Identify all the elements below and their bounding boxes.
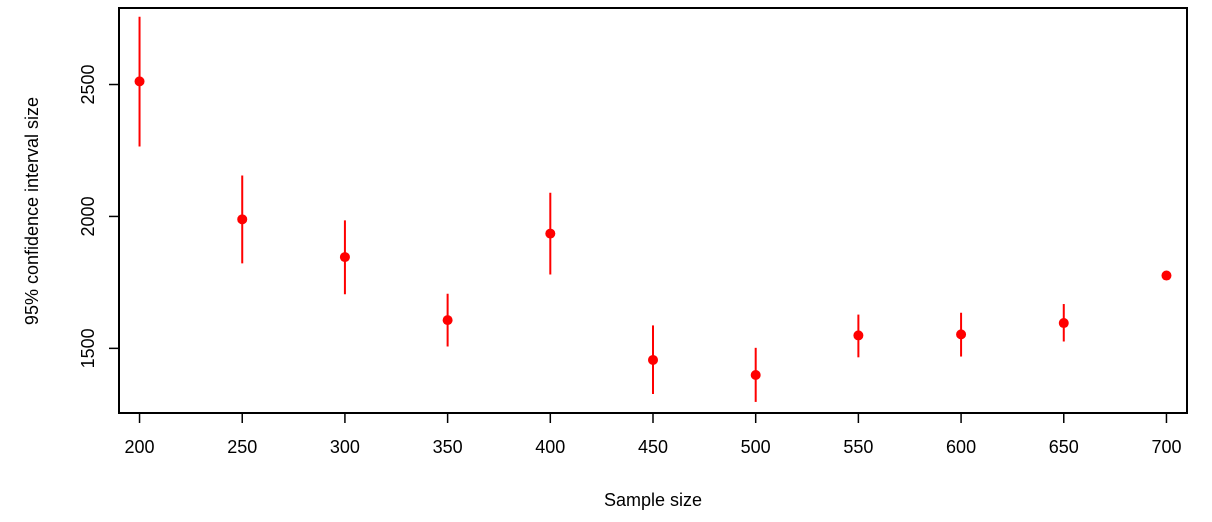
x-tick-label: 400 [535, 437, 565, 457]
y-axis: 1500 2000 2500 [78, 64, 119, 368]
x-tick-label: 700 [1151, 437, 1181, 457]
x-axis: 200 250 300 350 400 450 500 550 600 650 700 [125, 413, 1181, 457]
data-point [956, 329, 967, 340]
data-point [1161, 270, 1172, 281]
data-point [750, 370, 761, 381]
data-point [1058, 318, 1069, 329]
data-point [339, 252, 350, 263]
data-point [648, 354, 658, 365]
x-tick-label: 200 [125, 437, 155, 457]
data-point [442, 315, 453, 326]
y-axis-title: 95% confidence interval size [22, 97, 42, 325]
data-point [853, 330, 864, 341]
x-tick-label: 650 [1049, 437, 1079, 457]
data-marks [134, 16, 1172, 402]
x-tick-label: 250 [227, 437, 257, 457]
x-tick-label: 550 [843, 437, 873, 457]
x-tick-label: 350 [433, 437, 463, 457]
y-tick-label: 2500 [78, 64, 98, 104]
x-tick-label: 300 [330, 437, 360, 457]
x-tick-label: 450 [638, 437, 668, 457]
x-axis-title: Sample size [604, 490, 702, 510]
x-tick-label: 600 [946, 437, 976, 457]
data-point [134, 76, 145, 87]
x-tick-label: 500 [741, 437, 771, 457]
y-tick-label: 2000 [78, 196, 98, 236]
data-point [545, 228, 556, 239]
y-tick-label: 1500 [78, 328, 98, 368]
data-point [237, 214, 248, 225]
